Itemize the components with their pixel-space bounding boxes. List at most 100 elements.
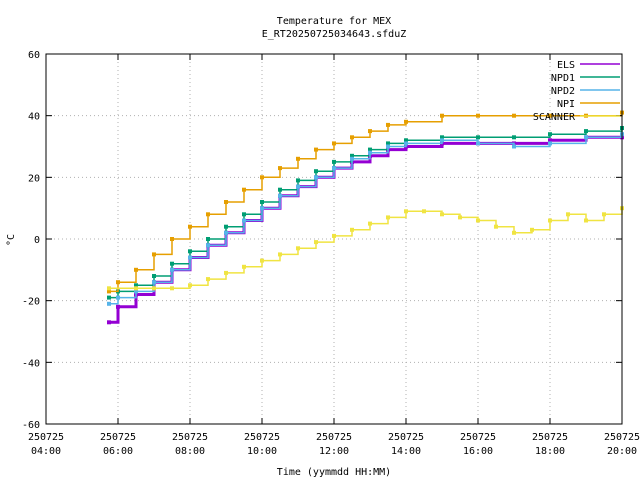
x-tick-label-time: 18:00: [535, 446, 565, 457]
data-point-npd1: [368, 147, 372, 152]
data-point-npd2: [350, 156, 354, 161]
legend-item-els: ELS: [557, 60, 620, 71]
data-point-npd1: [350, 153, 354, 158]
data-point-els: [548, 138, 552, 143]
data-point-npi: [476, 113, 480, 118]
data-point-npi: [107, 289, 111, 294]
data-point-npd2: [386, 144, 390, 149]
data-point-npd1: [188, 249, 192, 254]
data-point-npi: [350, 135, 354, 140]
data-point-npd2: [152, 280, 156, 285]
data-point-npi: [296, 156, 300, 161]
data-point-npd2: [314, 175, 318, 180]
data-point-npi: [386, 122, 390, 127]
data-point-npd2: [170, 267, 174, 272]
data-point-scanner: [278, 252, 282, 257]
data-point-npd1: [440, 135, 444, 140]
series-line-npi: [109, 112, 623, 293]
data-point-scanner: [440, 212, 444, 217]
data-point-npd1: [278, 187, 282, 192]
chart-subtitle: E_RT20250725034643.sfduZ: [262, 29, 407, 40]
data-point-scanner: [314, 240, 318, 245]
data-point-npd1: [224, 224, 228, 229]
data-point-scanner: [206, 277, 210, 282]
y-tick-label: -60: [22, 420, 40, 431]
x-tick-label-time: 04:00: [31, 446, 61, 457]
data-point-npd2: [278, 193, 282, 198]
legend-item-npd2: NPD2: [551, 86, 620, 97]
data-point-npi: [134, 267, 138, 272]
data-point-npd2: [188, 255, 192, 260]
data-point-scanner: [566, 212, 570, 217]
data-point-npd1: [476, 135, 480, 140]
data-point-npd2: [134, 289, 138, 294]
data-point-npi: [314, 147, 318, 152]
data-point-scanner: [107, 286, 111, 291]
data-point-scanner: [422, 209, 426, 214]
data-point-scanner: [350, 227, 354, 232]
data-point-npd1: [404, 138, 408, 143]
data-point-scanner: [260, 258, 264, 263]
x-tick-label-date: 250725: [172, 432, 208, 443]
x-tick-label-date: 250725: [28, 432, 64, 443]
chart-title: Temperature for MEX: [277, 16, 391, 27]
data-point-npi: [206, 212, 210, 217]
data-point-scanner: [134, 286, 138, 291]
legend-item-npd1: NPD1: [551, 73, 620, 84]
data-point-scanner: [242, 264, 246, 269]
data-point-scanner: [476, 218, 480, 223]
data-point-npi: [152, 252, 156, 257]
data-point-npd2: [296, 184, 300, 189]
data-point-npi: [512, 113, 516, 118]
legend-label-scanner: SCANNER: [533, 112, 576, 123]
data-point-npi: [440, 113, 444, 118]
data-point-npd1: [386, 141, 390, 146]
data-point-npd1: [260, 200, 264, 204]
data-point-npd1: [134, 283, 138, 288]
data-point-scanner: [530, 227, 534, 232]
y-axis-label: °C: [6, 234, 17, 246]
y-tick-label: 0: [34, 235, 40, 246]
data-point-npd2: [584, 135, 588, 140]
data-point-npd2: [548, 141, 552, 146]
data-point-npi: [188, 224, 192, 229]
series-line-npd2: [109, 134, 623, 305]
data-point-npd1: [332, 159, 336, 164]
legend: ELS NPD1 NPD2 NPI SCANNER: [533, 60, 620, 123]
data-point-npi: [368, 129, 372, 134]
data-point-npd2: [368, 150, 372, 155]
y-tick-label: 20: [28, 173, 40, 184]
data-point-npd1: [170, 261, 174, 266]
data-point-scanner: [602, 212, 606, 217]
x-tick-label-date: 250725: [604, 432, 640, 443]
data-point-els: [116, 304, 120, 309]
data-point-npd2: [242, 218, 246, 223]
data-point-npi: [260, 175, 264, 180]
series-line-scanner: [109, 208, 623, 290]
x-tick-label-date: 250725: [388, 432, 424, 443]
legend-item-scanner: SCANNER: [533, 112, 620, 123]
data-point-els: [107, 320, 111, 325]
axis-ticks: 250725 04:00 250725 06:00 250725 08:00 250725 1…: [22, 50, 640, 457]
legend-label-npd2: NPD2: [551, 86, 575, 97]
data-point-npd2: [332, 166, 336, 171]
data-point-npi: [332, 141, 336, 146]
data-point-scanner: [386, 215, 390, 220]
data-point-npd1: [584, 129, 588, 134]
data-point-scanner: [296, 246, 300, 251]
data-point-scanner: [332, 233, 336, 238]
data-point-npd1: [314, 169, 318, 174]
data-point-npi: [278, 166, 282, 171]
y-tick-label: -20: [22, 297, 40, 308]
data-point-npd2: [116, 295, 120, 300]
data-point-npd1: [152, 274, 156, 278]
data-point-scanner: [584, 218, 588, 223]
x-tick-label-date: 250725: [244, 432, 280, 443]
data-point-scanner: [152, 286, 156, 291]
data-point-npd2: [512, 144, 516, 149]
data-point-scanner: [548, 218, 552, 223]
data-point-npd1: [548, 132, 552, 137]
data-point-npd1: [107, 295, 111, 300]
